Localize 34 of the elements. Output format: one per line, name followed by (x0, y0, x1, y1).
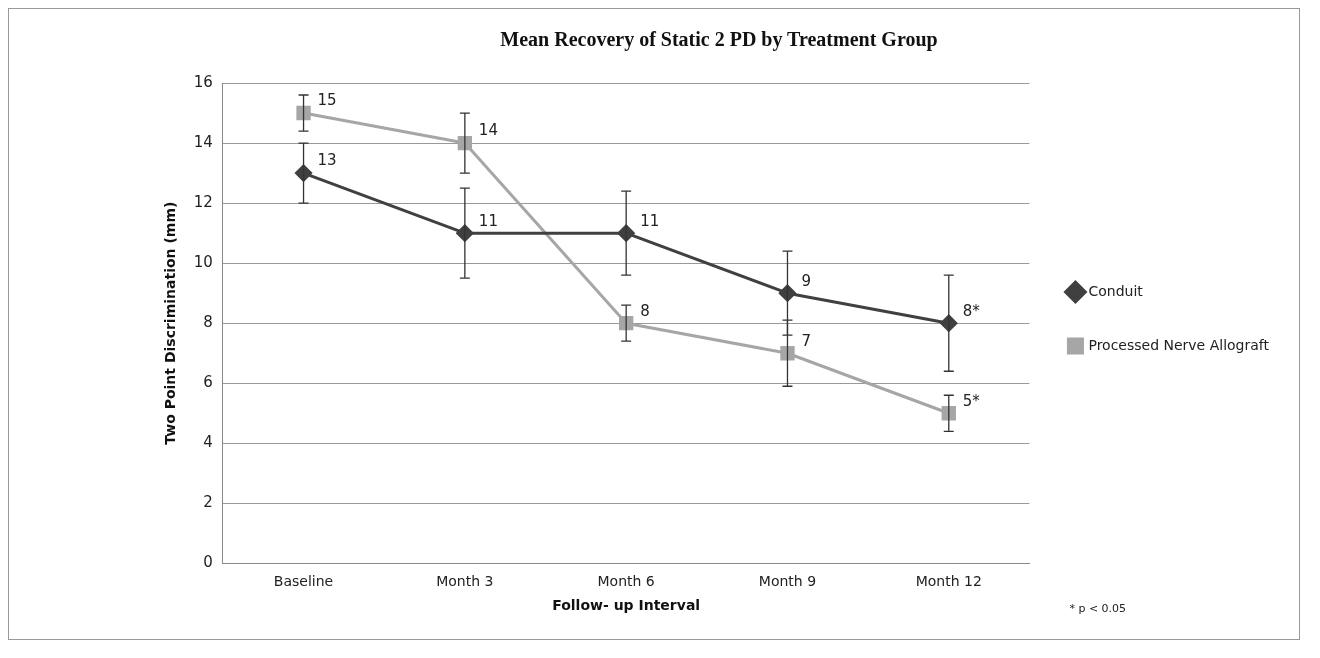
data-label: 14 (478, 121, 498, 140)
data-label: 8* (962, 301, 981, 320)
legend-label: Conduit (1088, 282, 1144, 299)
y-tick-label: 14 (193, 132, 213, 151)
data-label: 5* (962, 391, 981, 410)
point (296, 105, 311, 121)
y-tick-label: 8 (203, 313, 213, 332)
data-label: 8 (640, 301, 650, 320)
y-tick-label: 0 (203, 553, 213, 572)
x-tick-label: Month 12 (915, 573, 982, 590)
y-tick-label: 2 (203, 493, 213, 512)
y-axis-title: Two Point Discrimination (mm) (162, 201, 179, 445)
data-label: 9 (801, 271, 812, 290)
point (780, 346, 795, 361)
point (619, 316, 634, 331)
y-tick-label: 4 (203, 433, 213, 452)
data-label: 13 (317, 151, 337, 170)
x-axis-title: Follow- up Interval (552, 597, 701, 614)
x-tick-label: Month 6 (597, 573, 655, 590)
data-label: 7 (801, 331, 812, 350)
x-tick-label: Baseline (273, 573, 334, 590)
chart-title: Mean Recovery of Static 2 PD by Treatment Group (500, 28, 938, 52)
y-tick-label: 16 (193, 72, 213, 91)
text: * p < 0.05 (1069, 601, 1127, 615)
y-tick-label: 12 (193, 192, 213, 211)
data-label: 11 (640, 211, 660, 230)
data-label: 15 (317, 91, 337, 110)
data-label: 11 (478, 211, 498, 230)
legend-label: Processed Nerve Allograft (1088, 336, 1270, 353)
point (941, 406, 956, 421)
y-tick-label: 10 (193, 253, 213, 272)
x-tick-label: Month 9 (758, 573, 817, 590)
x-tick-label: Month 3 (436, 573, 494, 590)
y-tick-label: 6 (203, 373, 213, 392)
